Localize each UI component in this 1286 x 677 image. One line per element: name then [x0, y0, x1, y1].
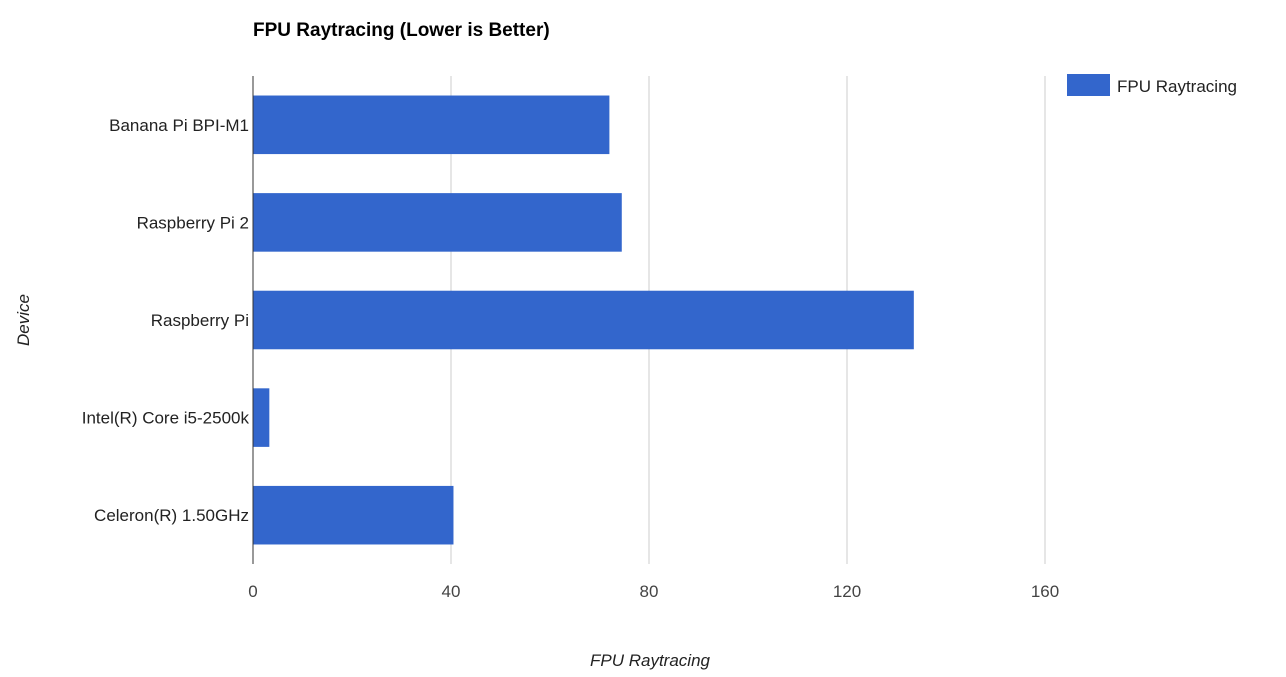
- bar: [253, 193, 622, 252]
- x-tick-label: 80: [640, 582, 659, 601]
- y-axis-title: Device: [14, 294, 33, 346]
- category-label: Celeron(R) 1.50GHz: [94, 506, 249, 525]
- bar: [253, 95, 610, 155]
- legend: FPU Raytracing: [1067, 74, 1237, 96]
- bars: [253, 95, 914, 545]
- category-label: Raspberry Pi 2: [137, 213, 249, 232]
- x-axis-title: FPU Raytracing: [590, 651, 711, 670]
- category-label: Raspberry Pi: [151, 311, 249, 330]
- x-tick-label: 160: [1031, 582, 1059, 601]
- category-label: Banana Pi BPI-M1: [109, 116, 249, 135]
- bar: [253, 485, 454, 545]
- bar: [253, 388, 270, 447]
- bar: [253, 290, 914, 350]
- x-tick-label: 40: [442, 582, 461, 601]
- x-tick-label: 120: [833, 582, 861, 601]
- category-label: Intel(R) Core i5-2500k: [82, 409, 250, 428]
- legend-swatch: [1067, 74, 1110, 96]
- legend-label: FPU Raytracing: [1117, 77, 1237, 96]
- chart-title: FPU Raytracing (Lower is Better): [253, 20, 550, 41]
- x-tick-label: 0: [248, 582, 257, 601]
- x-tick-labels: 0 40 80 120 160: [248, 582, 1059, 601]
- category-labels: Banana Pi BPI-M1 Raspberry Pi 2 Raspberry …: [82, 116, 250, 525]
